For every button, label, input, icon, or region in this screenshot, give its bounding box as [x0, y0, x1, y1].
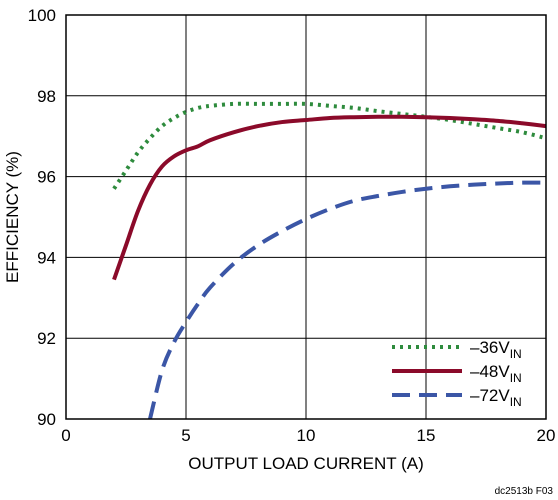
- legend-label-1: –36VIN: [470, 338, 522, 361]
- grid: [66, 15, 546, 419]
- y-axis-title: EFFICIENCY (%): [3, 151, 22, 283]
- plot-frame: [65, 14, 547, 420]
- figure-footnote: dc2513b F03: [495, 486, 554, 497]
- series-line-1: [112, 101, 547, 190]
- y-tick-label: 90: [37, 410, 56, 429]
- x-tick-label: 20: [537, 426, 556, 445]
- legend: –36VIN–48VIN–72VIN: [392, 338, 522, 409]
- series-line-2: [112, 114, 547, 281]
- y-tick-label: 98: [37, 87, 56, 106]
- series-line-3: [148, 180, 547, 420]
- y-tick-label: 94: [37, 248, 56, 267]
- legend-label-2: –48VIN: [470, 362, 522, 385]
- y-tick-label: 92: [37, 329, 56, 348]
- y-tick-label: 96: [37, 168, 56, 187]
- series-layer: [112, 101, 547, 420]
- x-tick-label: 10: [297, 426, 316, 445]
- legend-label-3: –72VIN: [470, 386, 522, 409]
- x-tick-label: 15: [417, 426, 436, 445]
- x-tick-label: 5: [181, 426, 190, 445]
- y-tick-label: 100: [28, 6, 56, 25]
- x-axis-title: OUTPUT LOAD CURRENT (A): [188, 454, 424, 473]
- tick-labels: 0 5 10 15 20 90 92 94 96 98 100: [28, 6, 556, 445]
- x-tick-label: 0: [61, 426, 70, 445]
